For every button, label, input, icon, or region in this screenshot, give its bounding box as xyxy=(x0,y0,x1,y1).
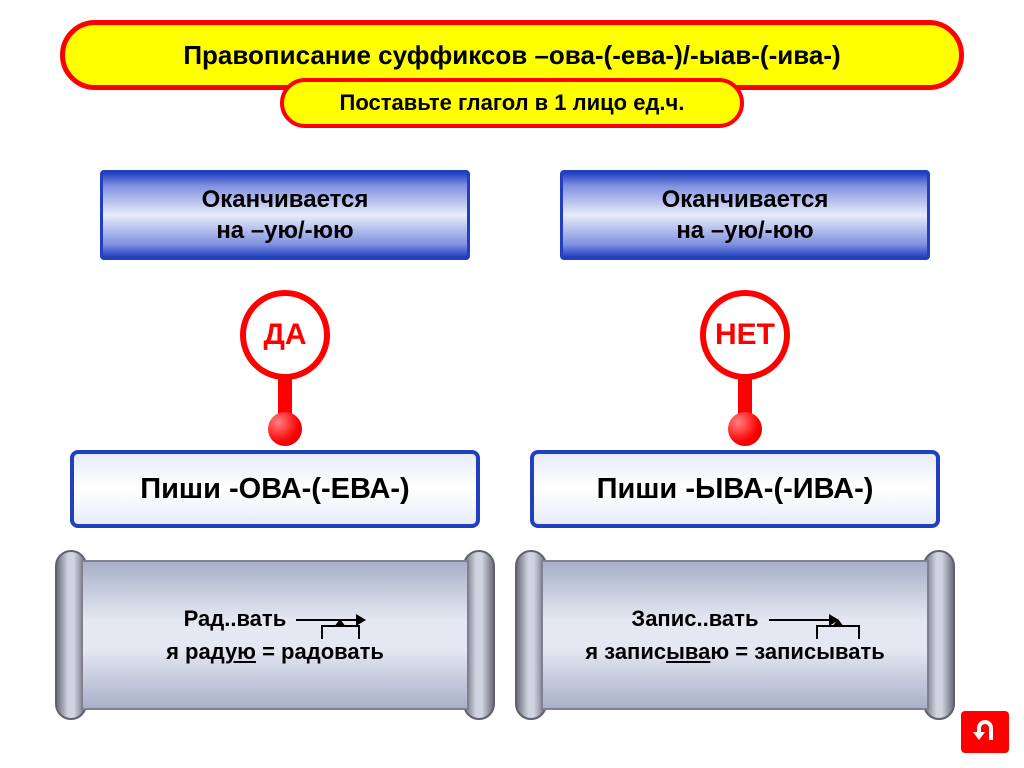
option-left-line2: на –ую/-юю xyxy=(216,215,353,246)
title-text: Правописание суффиксов –ова-(-ева-)/-ыав… xyxy=(183,40,840,71)
badge-no: НЕТ xyxy=(700,290,790,380)
arrow-u-turn-icon xyxy=(969,718,1001,746)
option-right: Оканчивается на –ую/-юю xyxy=(560,170,930,260)
example-left-body: Рад..вать я радую = радовать xyxy=(81,560,469,710)
example-left-line2: я радую = радовать xyxy=(166,635,384,668)
result-left: Пиши -ОВА-(-ЕВА-) xyxy=(70,450,480,528)
option-left-line1: Оканчивается xyxy=(202,184,369,215)
example-right-word: Запис..вать xyxy=(631,606,758,631)
back-button[interactable] xyxy=(961,711,1009,753)
option-right-line2: на –ую/-юю xyxy=(676,215,813,246)
badge-no-text: НЕТ xyxy=(715,318,775,352)
example-right-line2: я записываю = записывать xyxy=(585,635,885,668)
connector-ball-right xyxy=(728,412,762,446)
example-left-word: Рад..вать xyxy=(184,606,287,631)
example-right-line1: Запис..вать xyxy=(631,602,838,635)
subtitle-box: Поставьте глагол в 1 лицо ед.ч. xyxy=(280,78,744,128)
option-right-line1: Оканчивается xyxy=(662,184,829,215)
example-scroll-left: Рад..вать я радую = радовать xyxy=(55,550,495,720)
option-left: Оканчивается на –ую/-юю xyxy=(100,170,470,260)
example-right-body: Запис..вать я записываю = записывать xyxy=(541,560,929,710)
result-right: Пиши -ЫВА-(-ИВА-) xyxy=(530,450,940,528)
connector-ball-left xyxy=(268,412,302,446)
badge-yes: ДА xyxy=(240,290,330,380)
badge-yes-text: ДА xyxy=(263,318,306,352)
subtitle-text: Поставьте глагол в 1 лицо ед.ч. xyxy=(340,90,685,116)
result-left-text: Пиши -ОВА-(-ЕВА-) xyxy=(140,473,409,506)
example-scroll-right: Запис..вать я записываю = записывать xyxy=(515,550,955,720)
result-right-text: Пиши -ЫВА-(-ИВА-) xyxy=(597,473,874,506)
